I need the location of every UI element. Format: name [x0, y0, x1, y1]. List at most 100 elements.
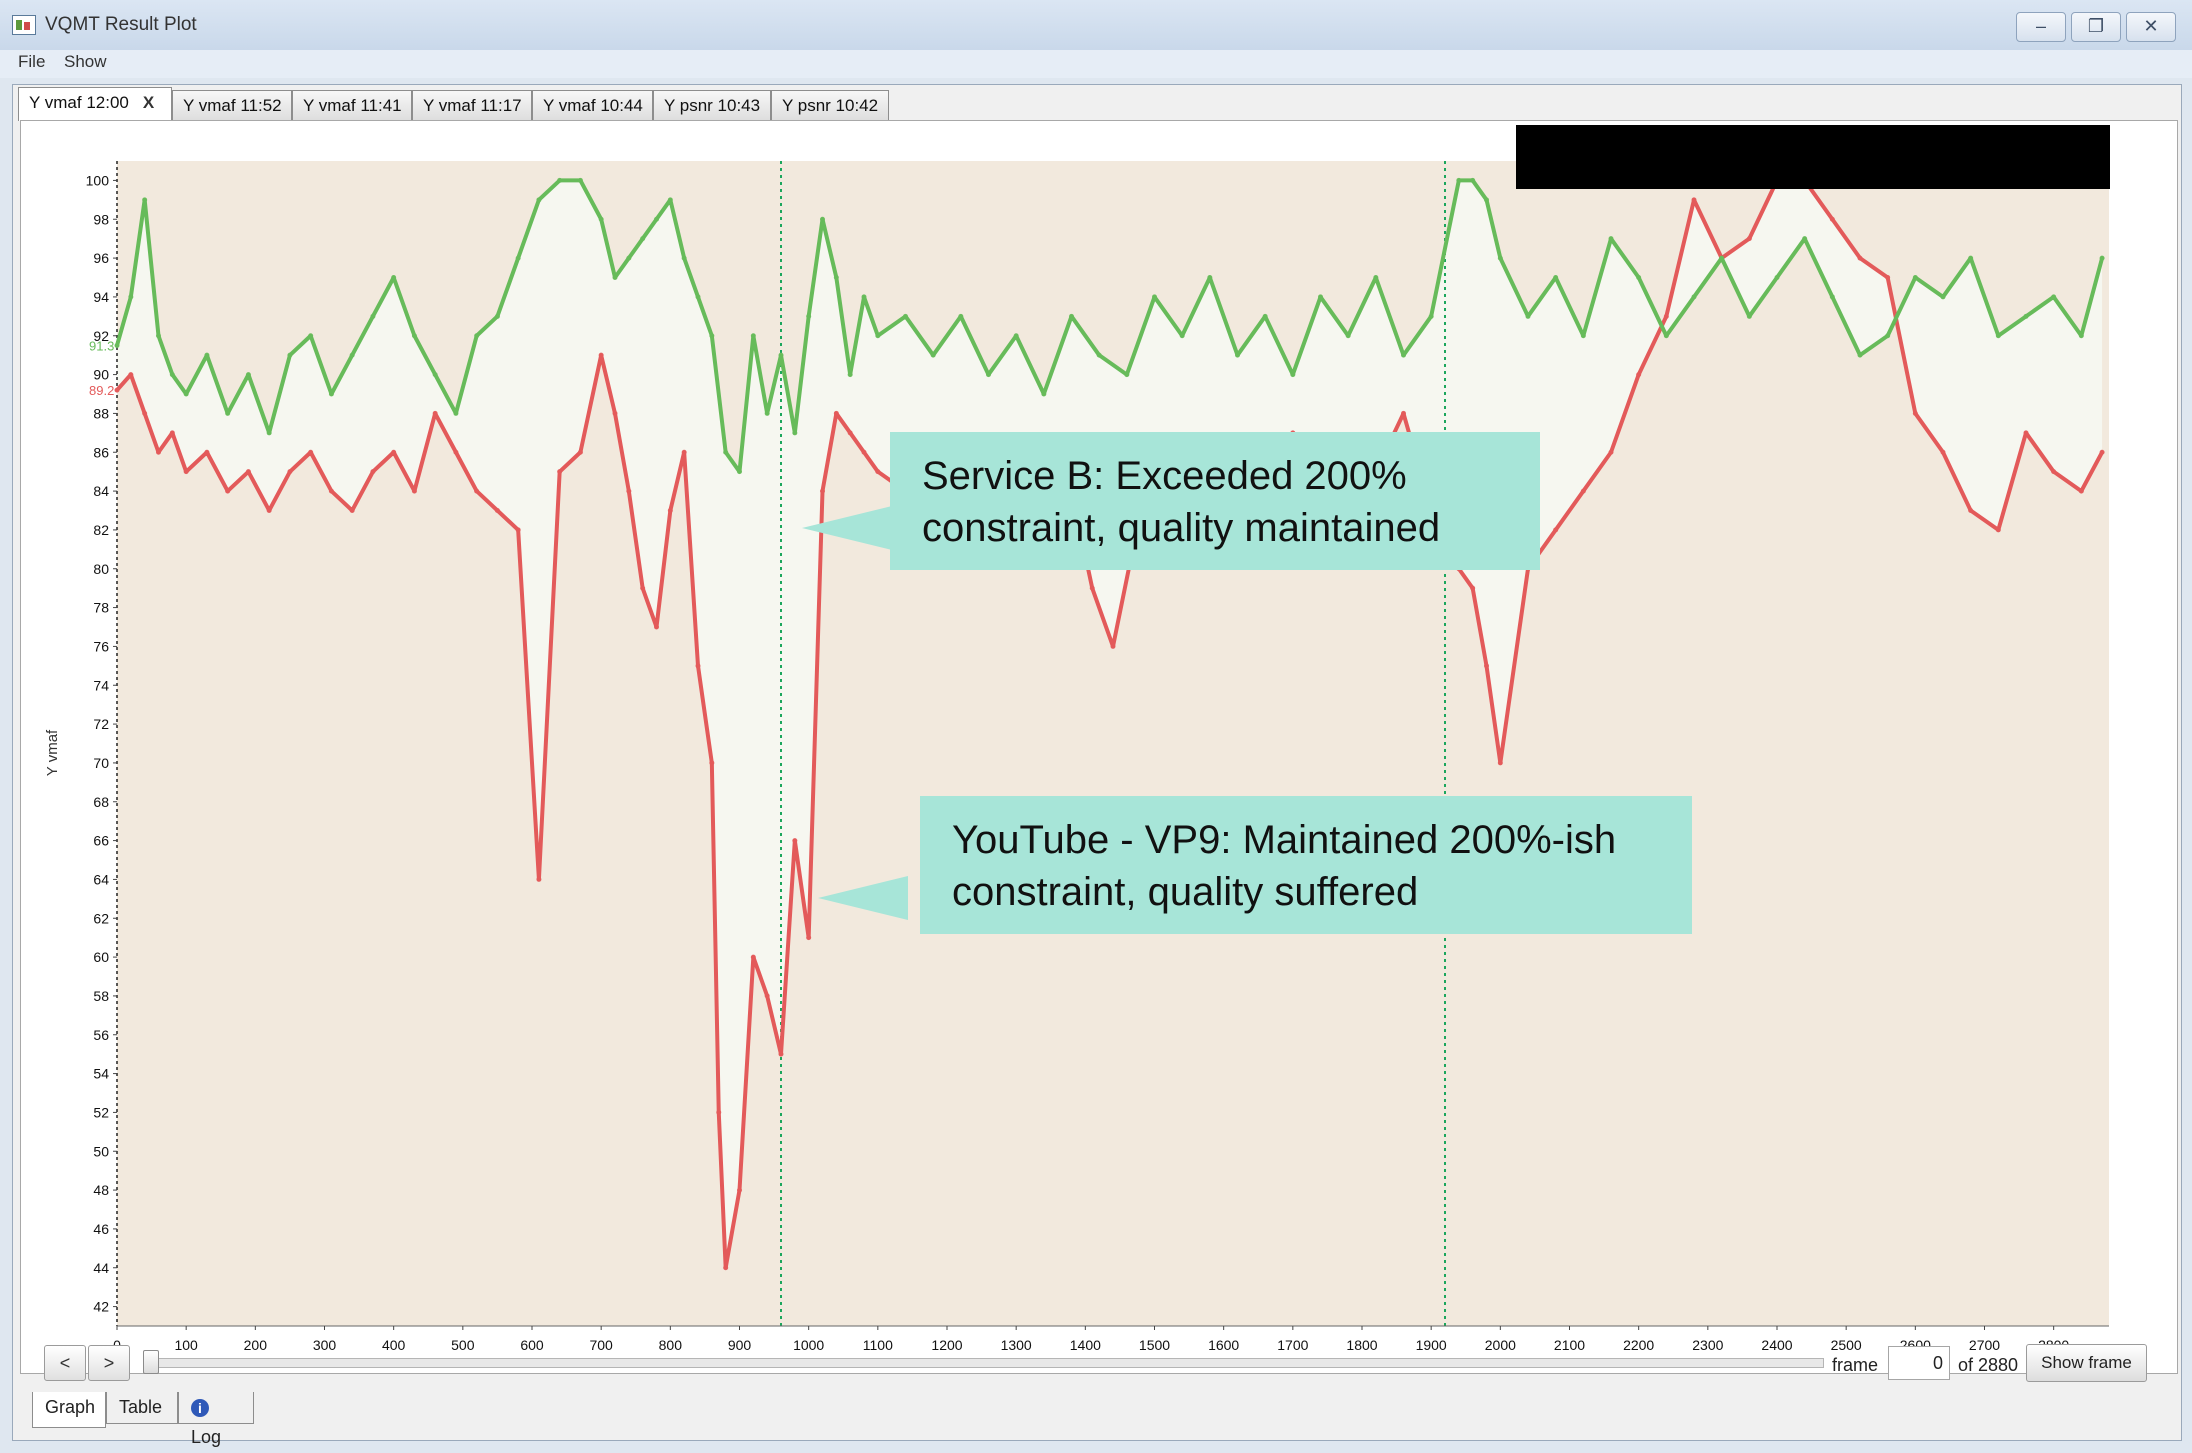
red-series-line-point [225, 488, 231, 494]
next-frame-button[interactable]: > [88, 1345, 130, 1381]
service-b-callout: Service B: Exceeded 200% constraint, qua… [890, 432, 1540, 570]
green-series-line-point [245, 372, 251, 378]
green-series-line-point [2051, 294, 2057, 300]
red-series-line-point [370, 469, 376, 475]
green-series-line-point [1179, 333, 1185, 339]
tab-y-vmaf-1200[interactable]: Y vmaf 12:00 X [18, 87, 172, 121]
green-series-line-point [494, 313, 500, 319]
green-series-line-point [1580, 333, 1586, 339]
tab-y-vmaf-1141[interactable]: Y vmaf 11:41 [292, 90, 412, 120]
red-series-line-point [1995, 527, 2001, 533]
annotation-arrow-youtube [818, 876, 908, 920]
frame-slider-track[interactable] [146, 1358, 1824, 1368]
vmaf-line-chart[interactable]: 42 44 46 48 50 52 54 56 58 60 62 64 66 68 70 72 74 76 78 80… [21, 121, 2177, 1373]
tab-y-psnr-1042[interactable]: Y psnr 10:42 [771, 90, 889, 120]
green-series-line-point [169, 372, 175, 378]
red-series-line-point [183, 469, 189, 475]
green-series-line-point [750, 333, 756, 339]
y-tick-label: 64 [93, 871, 109, 887]
red-series-line-point [612, 410, 618, 416]
tab-close-icon[interactable]: X [142, 93, 155, 112]
red-series-line-point [169, 430, 175, 436]
green-series-line-point [875, 333, 881, 339]
green-series-line-point [328, 391, 334, 397]
red-series-line-point [750, 954, 756, 960]
green-series-current-value: 91.3 [89, 338, 114, 353]
red-series-line-point [1580, 488, 1586, 494]
green-series-line-point [183, 391, 189, 397]
youtube-vp9-callout-text: YouTube - VP9: Maintained 200%-ish const… [952, 818, 1617, 914]
y-tick-label: 84 [93, 483, 109, 499]
green-series-line-point [204, 352, 210, 358]
green-series-line-point [1345, 333, 1351, 339]
red-series-line-point [792, 838, 798, 844]
frame-label: frame [1832, 1355, 1879, 1375]
y-tick-label: 72 [93, 716, 109, 732]
service-b-callout-text: Service B: Exceeded 200% constraint, qua… [922, 454, 1441, 550]
green-series-line-point [411, 333, 417, 339]
red-series-line-point [598, 352, 604, 358]
x-tick-label: 2400 [1761, 1337, 1792, 1353]
tab-y-vmaf-1117[interactable]: Y vmaf 11:17 [412, 90, 532, 120]
x-tick-label: 2100 [1554, 1337, 1585, 1353]
green-series-line-point [903, 313, 908, 319]
red-series-line-point [1497, 760, 1503, 766]
x-tick-label: 1600 [1208, 1337, 1239, 1353]
tab-log[interactable]: i Log [178, 1392, 254, 1447]
close-button[interactable]: ✕ [2126, 12, 2176, 42]
red-series-line-point [1110, 643, 1116, 649]
red-series-line-point [391, 449, 397, 455]
y-tick-label: 90 [93, 367, 109, 383]
tab-table[interactable]: Table [106, 1392, 178, 1424]
green-series-line-point [723, 449, 729, 455]
show-menu[interactable]: Show [64, 52, 107, 71]
red-series-line-point [1940, 449, 1946, 455]
y-tick-label: 98 [93, 211, 109, 227]
red-series-line-point [640, 585, 646, 591]
show-frame-button[interactable]: Show frame [2026, 1344, 2147, 1382]
x-tick-label: 1700 [1277, 1337, 1308, 1353]
tab-y-psnr-1043[interactable]: Y psnr 10:43 [653, 90, 771, 120]
tab-graph[interactable]: Graph [32, 1392, 106, 1428]
tab-y-vmaf-1152[interactable]: Y vmaf 11:52 [172, 90, 292, 120]
green-series-line-point [861, 294, 867, 300]
red-series-line-point [308, 449, 314, 455]
green-series-line-point [453, 410, 459, 416]
green-series-line [115, 178, 2105, 474]
plot-container: 42 44 46 48 50 52 54 56 58 60 62 64 66 68 70 72 74 76 78 80… [20, 120, 2178, 1374]
red-series-line-point [1484, 663, 1489, 669]
green-series-line-point [1912, 275, 1918, 280]
previous-frame-button[interactable]: < [44, 1345, 86, 1381]
red-series-line-point [245, 469, 251, 475]
red-series-line-point [1089, 585, 1095, 591]
tab-y-vmaf-1044[interactable]: Y vmaf 10:44 [532, 90, 653, 120]
red-series-line-point [2099, 449, 2105, 455]
green-series-line-point [128, 294, 134, 300]
x-tick-label: 1100 [863, 1337, 893, 1353]
green-series-line-point [1857, 352, 1863, 358]
green-series-line-point [1124, 372, 1130, 378]
green-series-line-point [1995, 333, 2001, 339]
green-series-line-point [1663, 333, 1669, 339]
red-series-line-point [681, 449, 687, 455]
frame-slider-thumb[interactable] [143, 1350, 159, 1374]
red-series-line-point [411, 488, 417, 494]
green-series-line-point [1525, 313, 1531, 319]
x-tick-label: 700 [589, 1337, 613, 1353]
minimize-button[interactable]: – [2016, 12, 2066, 42]
red-series-line-point [833, 410, 839, 416]
red-series-line-point [114, 387, 120, 393]
maximize-button[interactable]: ❐ [2071, 12, 2121, 42]
green-series-line-point [1746, 313, 1752, 319]
red-series-line-point [328, 488, 334, 494]
red-series-line-point [709, 760, 715, 766]
y-tick-label: 74 [93, 677, 109, 693]
file-menu[interactable]: File [18, 52, 46, 71]
y-tick-label: 44 [93, 1260, 109, 1276]
red-series-line-point [667, 508, 673, 513]
frame-number-input[interactable] [1888, 1346, 1950, 1380]
green-series-line-point [1774, 275, 1780, 280]
green-series-line-point [577, 177, 583, 183]
green-series-line-point [1207, 275, 1213, 280]
